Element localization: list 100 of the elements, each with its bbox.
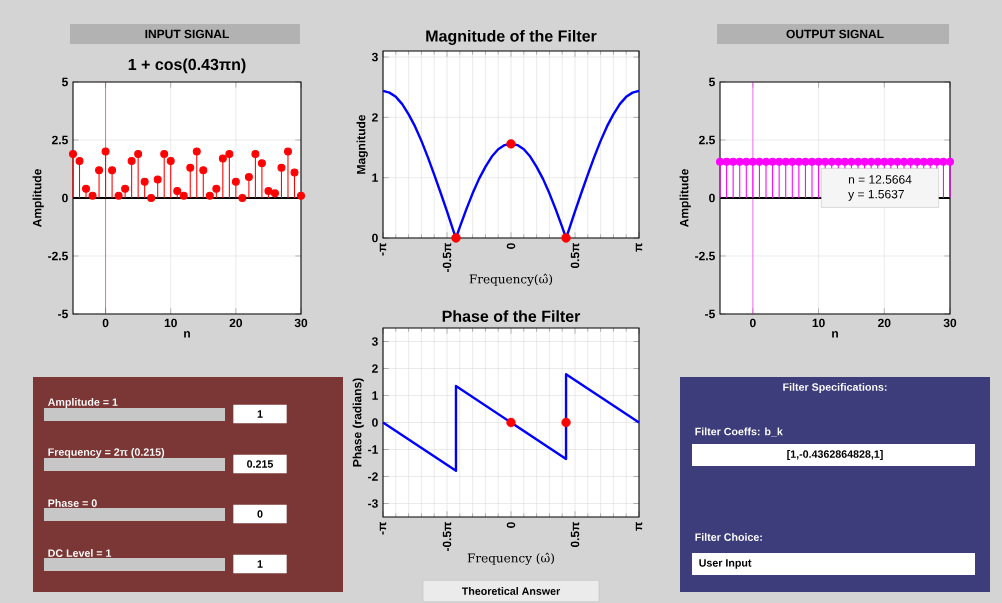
- annotation: n = 12.5664: [848, 175, 912, 184]
- point: [153, 175, 162, 184]
- point: [277, 163, 286, 172]
- y-tick-label: 3: [371, 337, 378, 346]
- x-tick-label: -π: [379, 243, 387, 256]
- y-tick-label: -2.5: [695, 251, 715, 261]
- text: 1: [257, 410, 263, 418]
- text: 0: [257, 510, 263, 518]
- chart-title: Phase of the Filter: [442, 310, 581, 322]
- y-tick-label: 3: [371, 52, 378, 62]
- y-axis-title: Amplitude: [32, 169, 44, 228]
- point: [75, 156, 84, 165]
- point: [82, 184, 91, 193]
- text: 1: [257, 560, 263, 568]
- point: [244, 173, 253, 182]
- y-tick-label: 0: [709, 193, 715, 203]
- text: Frequency = 2π (0.215): [48, 448, 165, 458]
- point: [134, 149, 143, 158]
- text: 0.215: [247, 460, 274, 468]
- x-tick-label: 10: [812, 318, 825, 328]
- point: [127, 156, 136, 165]
- x-tick-label: π: [635, 522, 643, 531]
- point: [270, 189, 279, 198]
- point: [101, 147, 110, 156]
- point: [218, 154, 227, 163]
- y-tick-label: -1: [368, 445, 378, 454]
- point: [186, 163, 195, 172]
- y-tick-label: 0: [372, 418, 378, 427]
- point: [166, 156, 175, 165]
- x-tick-label: 30: [943, 318, 957, 328]
- text: Filter Specifications:: [783, 383, 887, 393]
- point: [95, 166, 104, 175]
- x-tick-label: 0.5π: [570, 522, 580, 548]
- x-axis-title: Frequency (ω̂): [467, 552, 554, 566]
- point: [121, 184, 130, 193]
- x-tick-label: π: [635, 243, 643, 252]
- y-tick-label: -2: [368, 472, 378, 481]
- y-tick-label: -3: [368, 499, 378, 508]
- text: DC Level = 1: [48, 549, 112, 557]
- point: [283, 147, 292, 156]
- x-tick-label: 0.5π: [570, 243, 580, 269]
- point: [251, 149, 260, 158]
- chart-title: Magnitude of the Filter: [426, 29, 597, 45]
- y-tick-label: 1: [372, 391, 378, 400]
- y-tick-label: 5: [61, 77, 68, 87]
- point: [225, 149, 234, 158]
- point: [140, 177, 149, 186]
- text: Amplitude = 1: [47, 398, 118, 408]
- x-tick-label: 10: [164, 318, 177, 328]
- x-axis-title: n: [832, 331, 838, 338]
- y-tick-label: 2.5: [52, 135, 68, 145]
- point: [212, 184, 221, 193]
- point: [238, 193, 247, 203]
- text: User Input: [699, 559, 752, 569]
- x-tick-label: -π: [379, 522, 387, 535]
- y-tick-label: 1: [372, 173, 378, 182]
- point: [257, 159, 266, 168]
- chart-subtitle: 1 + cos(0.43πn): [128, 58, 246, 74]
- point: [290, 168, 299, 177]
- x-tick-label: 30: [294, 318, 308, 328]
- text: [1,-0.4362864828,1]: [787, 450, 883, 460]
- x-axis-title: Frequency(ω̂): [469, 273, 553, 286]
- point: [231, 177, 240, 186]
- y-tick-label: 2: [372, 113, 378, 122]
- point: [160, 149, 169, 158]
- point: [69, 149, 78, 158]
- y-tick-label: 5: [709, 77, 715, 87]
- y-tick-label: -5: [705, 309, 715, 319]
- chart-title: OUTPUT SIGNAL: [786, 29, 884, 39]
- point: [264, 187, 273, 196]
- y-tick-label: 2: [372, 364, 378, 373]
- text: Theoretical Answer: [461, 587, 561, 595]
- y-tick-label: -5: [58, 309, 68, 319]
- y-tick-label: 0: [372, 233, 378, 243]
- x-tick-label: 0: [750, 318, 756, 328]
- y-axis-title: Magnitude: [356, 114, 368, 174]
- point: [108, 166, 117, 175]
- text: Filter Coeffs: b_k: [695, 427, 783, 437]
- x-tick-label: 0: [506, 243, 516, 249]
- point: [179, 191, 188, 200]
- y-tick-label: -2.5: [48, 251, 68, 261]
- text: Filter Choice:: [695, 533, 762, 541]
- chart-title: INPUT SIGNAL: [145, 29, 229, 39]
- annotation: y = 1.5637: [848, 189, 904, 201]
- x-tick-label: 0: [506, 522, 516, 528]
- x-tick-label: 0: [102, 318, 109, 328]
- point: [114, 191, 123, 200]
- y-tick-label: 0: [62, 193, 68, 203]
- point: [88, 191, 97, 200]
- point: [173, 187, 182, 196]
- point: [147, 193, 156, 203]
- x-tick-label: -0.5π: [442, 522, 452, 552]
- point: [199, 166, 208, 175]
- line-series: [381, 372, 641, 473]
- y-tick-label: 2.5: [699, 135, 715, 145]
- x-tick-label: -0.5π: [442, 243, 452, 273]
- x-tick-label: 20: [878, 318, 891, 328]
- point: [297, 191, 306, 200]
- text: Phase = 0: [48, 499, 97, 507]
- x-tick-label: 20: [229, 318, 243, 328]
